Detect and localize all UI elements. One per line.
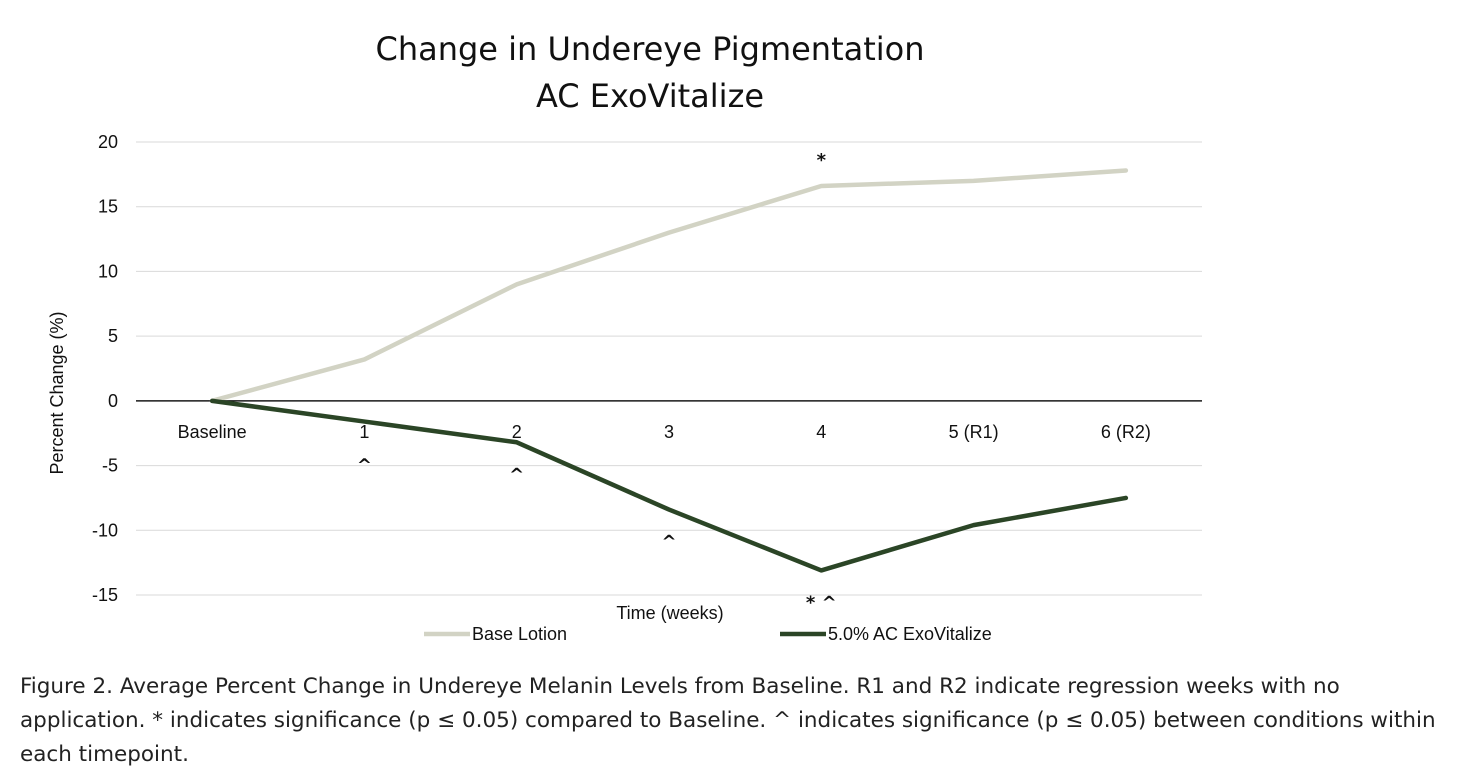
x-tick-label: Baseline: [178, 422, 247, 442]
figure-caption: Figure 2. Average Percent Change in Unde…: [20, 670, 1450, 772]
significance-markers: * ^ ^ ^ * ^: [357, 150, 837, 613]
legend-label: 5.0% AC ExoVitalize: [828, 624, 992, 644]
x-axis-ticks: Baseline 1 2 3 4 5 (R1) 6 (R2): [178, 422, 1151, 442]
legend: Base Lotion 5.0% AC ExoVitalize: [424, 624, 992, 644]
chart-title-line-1: Change in Undereye Pigmentation: [375, 30, 924, 68]
significance-marker: ^: [509, 464, 524, 485]
x-tick-label: 2: [512, 422, 522, 442]
significance-marker: * ^: [806, 592, 837, 613]
y-tick-label: -10: [92, 520, 118, 540]
y-tick-label: 5: [108, 326, 118, 346]
y-axis-title: Percent Change (%): [47, 311, 67, 474]
legend-label: Base Lotion: [472, 624, 567, 644]
y-tick-label: -15: [92, 585, 118, 605]
x-tick-label: 4: [816, 422, 826, 442]
y-tick-label: 20: [98, 132, 118, 152]
caption-text: Average Percent Change in Undereye Melan…: [20, 674, 1436, 767]
x-tick-label: 3: [664, 422, 674, 442]
chart-title-line-2: AC ExoVitalize: [536, 77, 764, 115]
caption-label: Figure 2.: [20, 674, 113, 699]
gridlines: [136, 141, 1202, 596]
y-tick-label: 0: [108, 391, 118, 411]
significance-marker: ^: [357, 455, 372, 476]
series-line-2: [209, 398, 1129, 573]
x-tick-label: 6 (R2): [1101, 422, 1151, 442]
y-tick-label: 10: [98, 261, 118, 281]
y-tick-label: 15: [98, 197, 118, 217]
significance-marker: *: [817, 150, 827, 171]
y-tick-label: -5: [102, 456, 118, 476]
significance-marker: ^: [661, 532, 676, 553]
series-line-1: [209, 168, 1129, 404]
x-axis-title: Time (weeks): [616, 603, 723, 623]
series-lines: [209, 168, 1129, 573]
x-tick-label: 5 (R1): [949, 422, 999, 442]
x-tick-label: 1: [359, 422, 369, 442]
y-axis-ticks: 20 15 10 5 0 -5 -10 -15: [92, 132, 118, 605]
line-chart: Change in Undereye Pigmentation AC ExoVi…: [47, 30, 1202, 644]
